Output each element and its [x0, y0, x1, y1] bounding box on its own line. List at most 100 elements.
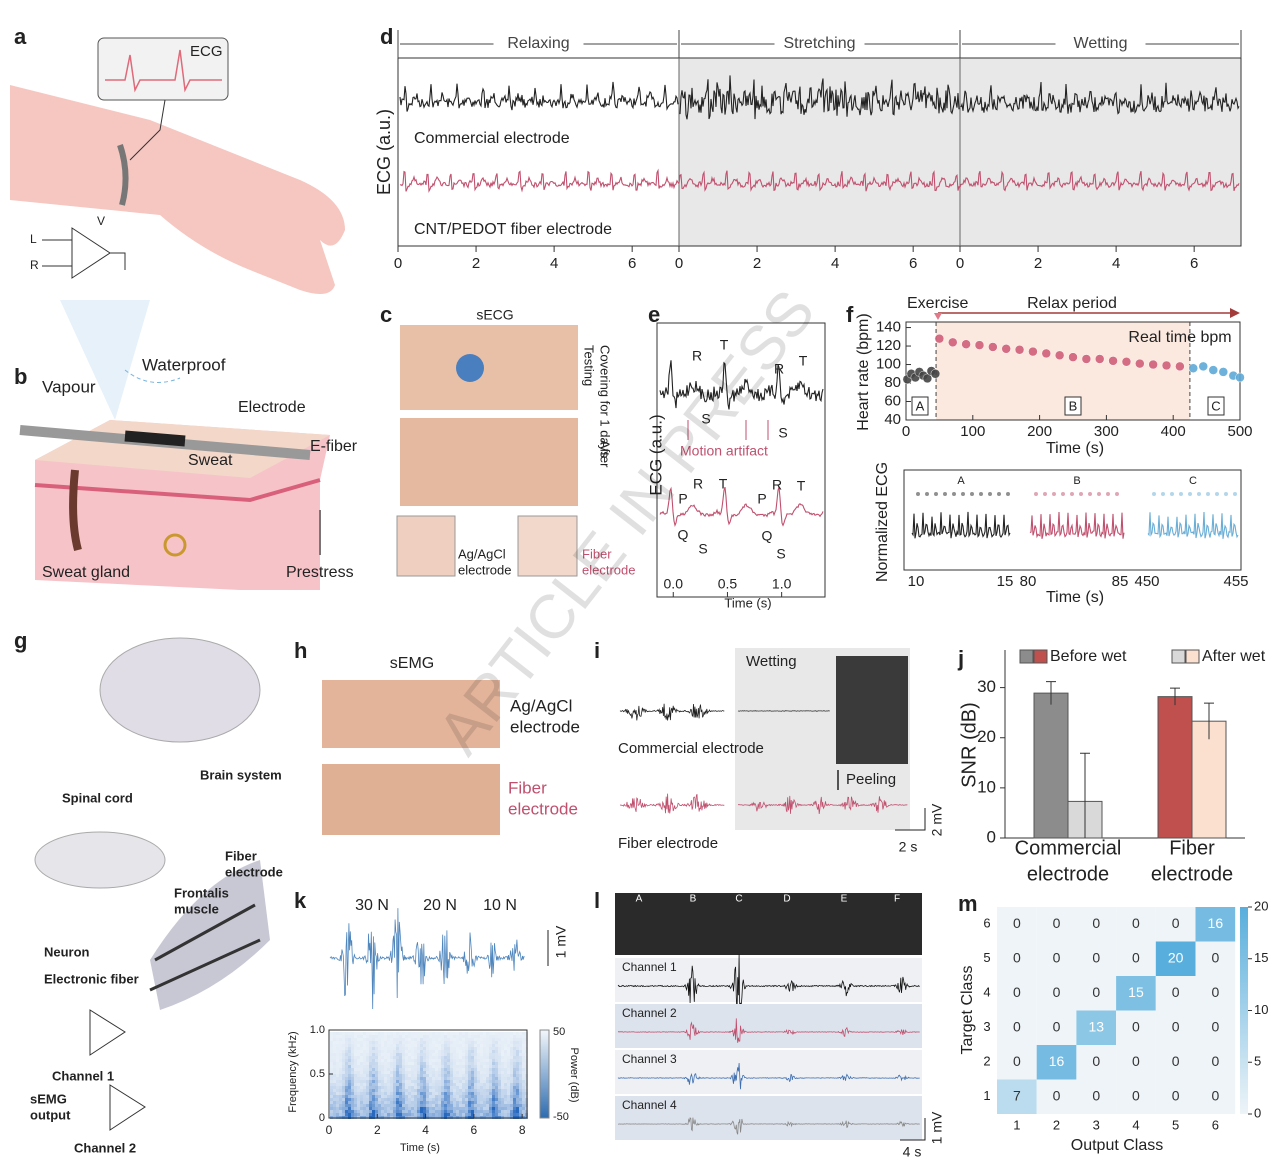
spectrogram-cell — [486, 1083, 489, 1086]
spectrogram-cell — [492, 1074, 495, 1077]
beat-dot — [1061, 492, 1065, 496]
label: L — [30, 232, 37, 246]
spectrogram-cell — [498, 1086, 501, 1089]
spectrogram-cell — [498, 1077, 501, 1080]
cell — [997, 1079, 1037, 1114]
spectrogram-cell — [453, 1050, 456, 1053]
spectrogram-cell — [399, 1047, 402, 1050]
photo — [322, 764, 500, 835]
spectrogram-cell — [468, 1083, 471, 1086]
spectrogram-cell — [396, 1080, 399, 1083]
bar — [1033, 692, 1069, 839]
spectrogram-cell — [405, 1092, 408, 1095]
spectrogram-cell — [516, 1110, 519, 1113]
spectrogram-cell — [462, 1047, 465, 1050]
spectrogram-cell — [504, 1038, 507, 1041]
spectrogram-cell — [444, 1050, 447, 1053]
spectrogram-cell — [438, 1059, 441, 1062]
spectrogram-cell — [339, 1104, 342, 1107]
spectrogram-cell — [453, 1062, 456, 1065]
label: R — [772, 477, 782, 493]
spectrogram-cell — [345, 1068, 348, 1071]
spectrogram-cell — [447, 1110, 450, 1113]
spectrogram-cell — [405, 1041, 408, 1044]
spectrogram-cell — [330, 1035, 333, 1038]
spectrogram-cell — [459, 1110, 462, 1113]
spectrogram-cell — [348, 1053, 351, 1056]
spectrogram-cell — [450, 1059, 453, 1062]
spectrogram-cell — [330, 1083, 333, 1086]
spectrogram-cell — [417, 1035, 420, 1038]
spectrogram-cell — [354, 1032, 357, 1035]
spectrogram-cell — [474, 1071, 477, 1074]
spectrogram-cell — [387, 1107, 390, 1110]
spectrogram-cell — [414, 1041, 417, 1044]
spectrogram-cell — [387, 1041, 390, 1044]
label: Real time bpm — [1128, 329, 1231, 346]
spectrogram-cell — [447, 1032, 450, 1035]
hair — [69, 469, 82, 552]
spectrogram-cell — [441, 1077, 444, 1080]
spectrogram-cell — [354, 1074, 357, 1077]
spectrogram-cell — [360, 1059, 363, 1062]
spectrogram-cell — [456, 1068, 459, 1071]
spectrogram-cell — [390, 1113, 393, 1116]
spectrogram-cell — [399, 1089, 402, 1092]
spectrogram-cell — [408, 1077, 411, 1080]
spectrogram-cell — [357, 1089, 360, 1092]
spectrogram-cell — [489, 1032, 492, 1035]
spectrogram-cell — [384, 1077, 387, 1080]
spectrogram-cell — [360, 1035, 363, 1038]
spectrogram-cell — [477, 1110, 480, 1113]
cell-value: 0 — [1092, 915, 1100, 931]
spectrogram-cell — [390, 1086, 393, 1089]
spectrogram-cell — [516, 1068, 519, 1071]
spectrogram-cell — [504, 1110, 507, 1113]
spectrogram-cell — [471, 1053, 474, 1056]
spectrogram-cell — [486, 1041, 489, 1044]
spectrogram-cell — [429, 1062, 432, 1065]
spectrogram-cell — [456, 1083, 459, 1086]
spectrogram-cell — [387, 1101, 390, 1104]
y-tick-label: 120 — [876, 337, 901, 354]
spectrogram-cell — [369, 1038, 372, 1041]
spectrogram-cell — [363, 1089, 366, 1092]
spectrogram-cell — [345, 1062, 348, 1065]
label: Fiber — [508, 778, 547, 797]
spectrogram-cell — [420, 1104, 423, 1107]
label: 2 s — [899, 839, 918, 855]
spectrogram-cell — [399, 1056, 402, 1059]
spectrogram-cell — [483, 1083, 486, 1086]
label: Time (s) — [724, 595, 771, 610]
spectrogram-cell — [354, 1035, 357, 1038]
hr-point — [948, 337, 958, 348]
spectrogram-cell — [441, 1098, 444, 1101]
spectrogram-cell — [387, 1047, 390, 1050]
spectrogram-cell — [447, 1074, 450, 1077]
x-tick-label: 80 — [1020, 573, 1037, 590]
spectrogram-cell — [510, 1080, 513, 1083]
spectrogram-cell — [399, 1044, 402, 1047]
spectrogram-cell — [453, 1035, 456, 1038]
spectrogram-cell — [480, 1104, 483, 1107]
spectrogram-cell — [495, 1077, 498, 1080]
spectrogram-cell — [429, 1107, 432, 1110]
cell-value: 0 — [1053, 1087, 1061, 1103]
arm — [10, 85, 345, 294]
spectrogram-cell — [393, 1056, 396, 1059]
legend-swatch — [1185, 649, 1200, 664]
spectrogram-cell — [393, 1098, 396, 1101]
plot-frame — [905, 321, 1241, 421]
spectrogram-cell — [507, 1038, 510, 1041]
spectrogram-cell — [378, 1074, 381, 1077]
cell-value: 15 — [1128, 984, 1144, 1000]
x-tick-label: 500 — [1227, 423, 1252, 440]
spectrogram-cell — [420, 1098, 423, 1101]
spectrogram-cell — [345, 1059, 348, 1062]
spectrogram-cell — [348, 1071, 351, 1074]
spectrogram-cell — [420, 1107, 423, 1110]
spectrogram-cell — [393, 1077, 396, 1080]
spectrogram-cell — [420, 1041, 423, 1044]
spectrogram-cell — [468, 1086, 471, 1089]
spectrogram-cell — [387, 1074, 390, 1077]
